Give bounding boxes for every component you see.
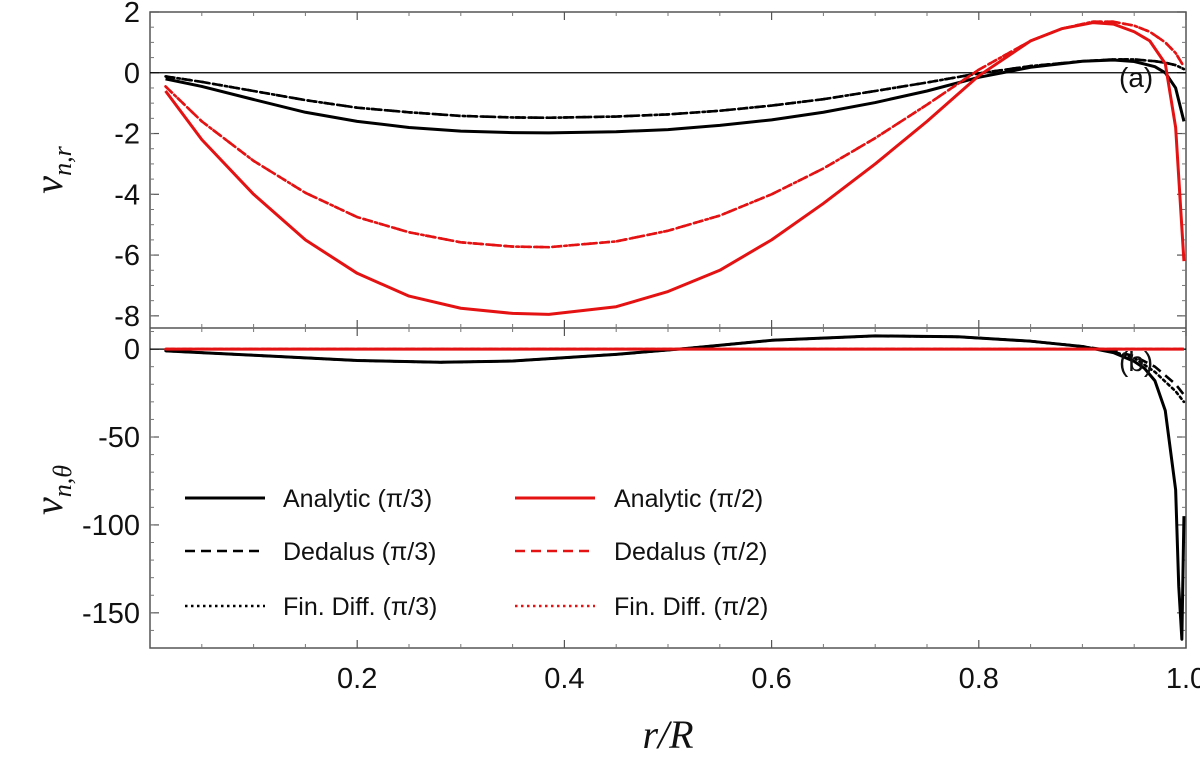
series-line-black-dotted bbox=[164, 334, 1186, 404]
y-tick-label: -50 bbox=[98, 422, 140, 454]
tick-labels: 0.2 0.4 0.6 0.8 1.020-2-4-6-80-50-100-150 bbox=[82, 0, 1200, 695]
y-tick-label: -150 bbox=[82, 598, 140, 630]
x-tick-label: 0.2 bbox=[337, 663, 377, 695]
panel-a-curves bbox=[164, 20, 1186, 316]
panel-b-label: (b) bbox=[1119, 346, 1153, 377]
panel-b-ylabel-base: v bbox=[26, 497, 71, 515]
legend: Analytic (π/3) Dedalus (π/3) Fin. Diff. (π… bbox=[185, 485, 768, 621]
panel-a-ylabel-base: v bbox=[26, 176, 71, 194]
y-tick-label: 0 bbox=[124, 58, 140, 90]
tick-marks bbox=[150, 11, 1187, 648]
panel-b-y-axis-title: vn,θ bbox=[26, 465, 77, 515]
series-line-black-solid bbox=[165, 58, 1186, 135]
series-line-red-dotted bbox=[164, 20, 1186, 249]
series-line-black-dotted bbox=[164, 58, 1186, 120]
y-tick-label: -6 bbox=[114, 240, 140, 272]
legend-label: Dedalus (π/2) bbox=[614, 538, 767, 566]
legend-label: Analytic (π/2) bbox=[614, 485, 763, 513]
series-line-red-dashed bbox=[164, 20, 1186, 249]
series-line-red-solid bbox=[164, 21, 1186, 316]
legend-label: Fin. Diff. (π/3) bbox=[283, 593, 437, 621]
series-line-black-dashed bbox=[165, 334, 1185, 396]
x-tick-label: 0.8 bbox=[959, 663, 999, 695]
x-tick-label: 0.4 bbox=[544, 663, 584, 695]
panel-a-ylabel-sub: n,r bbox=[48, 145, 77, 176]
y-tick-label: -8 bbox=[114, 301, 140, 333]
panel-a-y-axis-title: vn,r bbox=[26, 145, 77, 193]
panel-b-curves bbox=[164, 334, 1186, 641]
x-tick-label: 0.6 bbox=[751, 663, 791, 695]
y-tick-label: 2 bbox=[124, 0, 140, 29]
x-axis-title: r/R bbox=[642, 712, 693, 757]
panel-a-label: (a) bbox=[1119, 62, 1153, 93]
y-tick-label: -100 bbox=[82, 510, 140, 542]
legend-label: Analytic (π/3) bbox=[283, 485, 432, 513]
legend-label: Fin. Diff. (π/2) bbox=[614, 593, 768, 621]
y-tick-label: -4 bbox=[114, 179, 140, 211]
y-tick-label: -2 bbox=[114, 119, 140, 151]
y-tick-label: 0 bbox=[124, 334, 140, 366]
legend-label: Dedalus (π/3) bbox=[283, 538, 436, 566]
x-tick-label: 1.0 bbox=[1166, 663, 1200, 695]
panel-b-ylabel-sub: n,θ bbox=[48, 465, 77, 498]
